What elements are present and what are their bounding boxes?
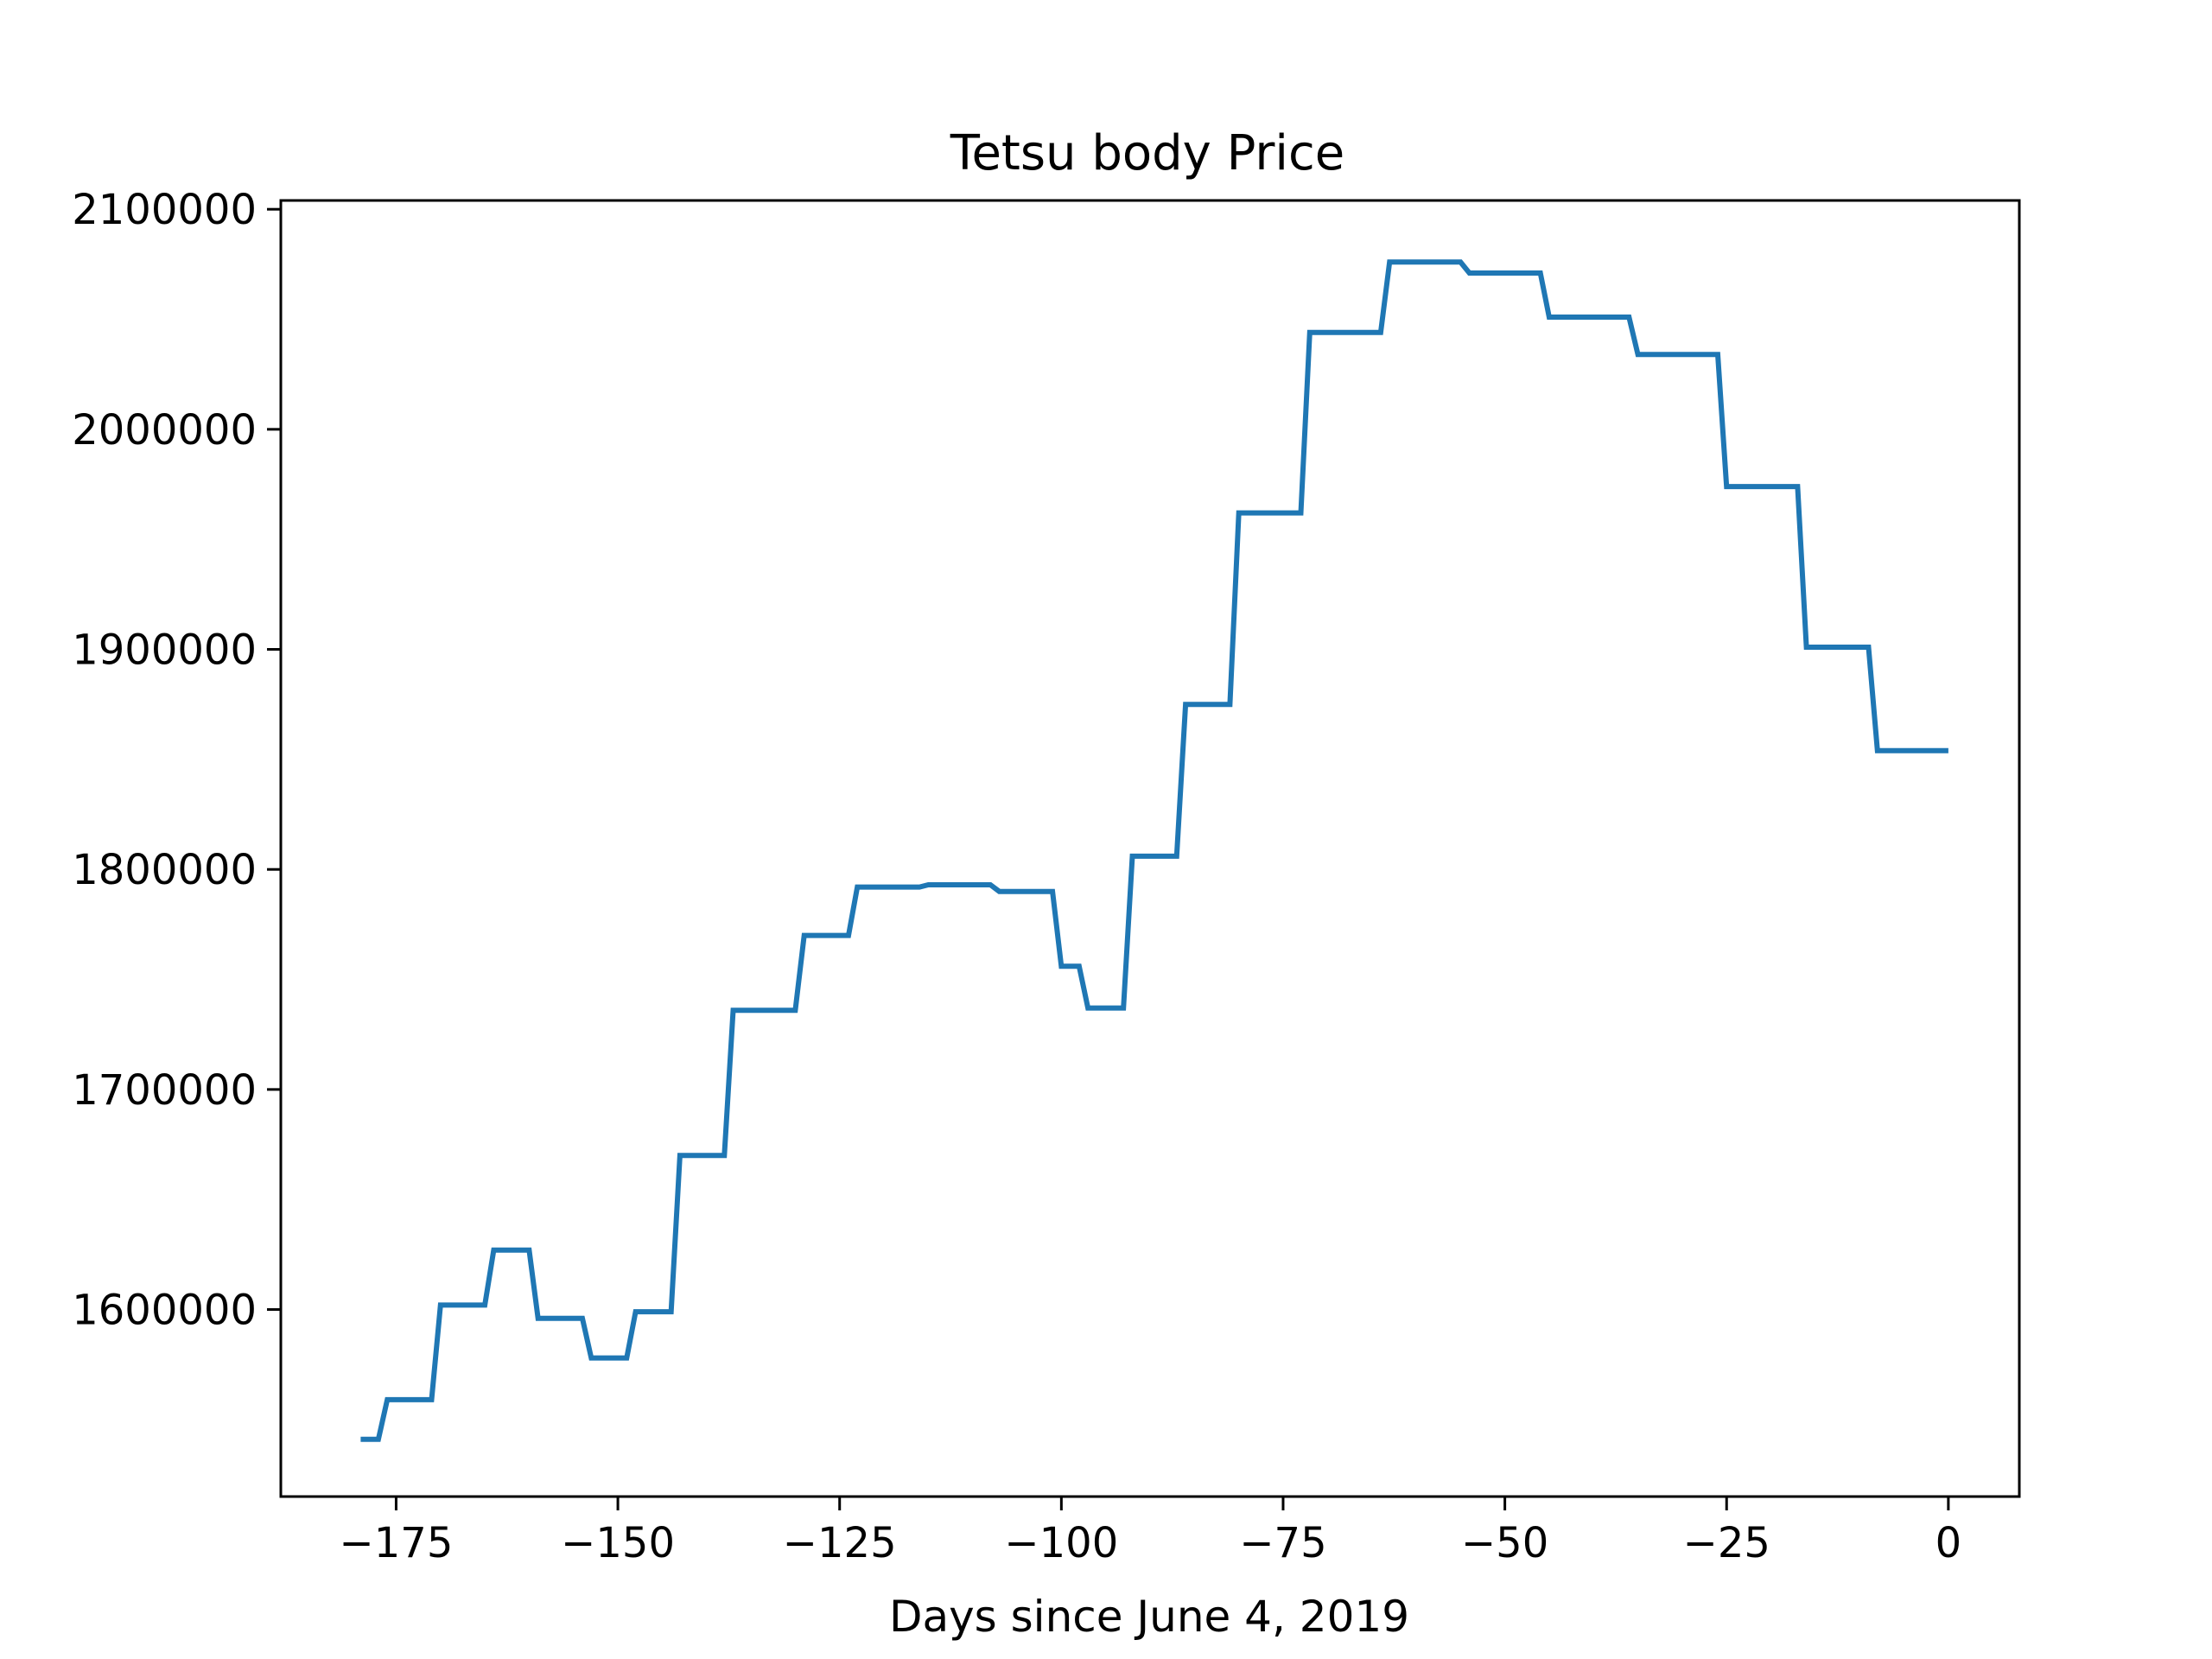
y-tick-label: 2100000 bbox=[72, 186, 257, 234]
x-axis: −175 −150 −125 −100 −75 −50 −25 0 bbox=[340, 1497, 1962, 1567]
plot-frame bbox=[279, 199, 2021, 1498]
x-tick-label: 0 bbox=[1936, 1519, 1962, 1567]
y-axis: 1600000 1700000 1800000 1900000 2000000 21000… bbox=[72, 186, 281, 1335]
y-tick-label: 1700000 bbox=[72, 1066, 257, 1115]
x-tick-label: −175 bbox=[340, 1519, 454, 1567]
chart-title: Tetsu body Price bbox=[950, 125, 1344, 181]
x-axis-label: Days since June 4, 2019 bbox=[889, 1592, 1409, 1642]
y-tick-label: 2000000 bbox=[72, 406, 257, 454]
x-tick-label: −75 bbox=[1239, 1519, 1326, 1567]
x-tick-label: −50 bbox=[1461, 1519, 1548, 1567]
x-tick-label: −150 bbox=[561, 1519, 675, 1567]
y-tick-label: 1800000 bbox=[72, 846, 257, 894]
y-tick-label: 1900000 bbox=[72, 626, 257, 675]
x-tick-label: −125 bbox=[783, 1519, 897, 1567]
y-tick-label: 1600000 bbox=[72, 1287, 257, 1335]
price-series-line bbox=[360, 259, 1948, 1442]
x-tick-label: −100 bbox=[1004, 1519, 1118, 1567]
x-tick-label: −25 bbox=[1683, 1519, 1770, 1567]
